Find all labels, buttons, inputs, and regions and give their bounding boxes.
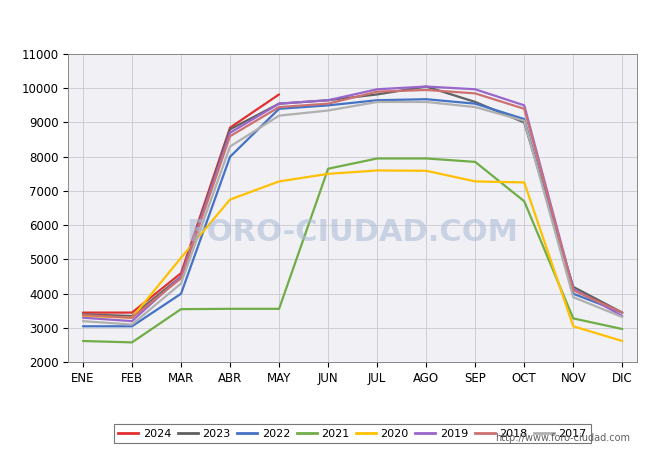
Text: Afiliados en Son Servera a 31/5/2024: Afiliados en Son Servera a 31/5/2024 — [171, 16, 479, 34]
Text: FORO-CIUDAD.COM: FORO-CIUDAD.COM — [187, 218, 519, 248]
Legend: 2024, 2023, 2022, 2021, 2020, 2019, 2018, 2017: 2024, 2023, 2022, 2021, 2020, 2019, 2018… — [114, 424, 592, 443]
Text: http://www.foro-ciudad.com: http://www.foro-ciudad.com — [495, 433, 630, 443]
